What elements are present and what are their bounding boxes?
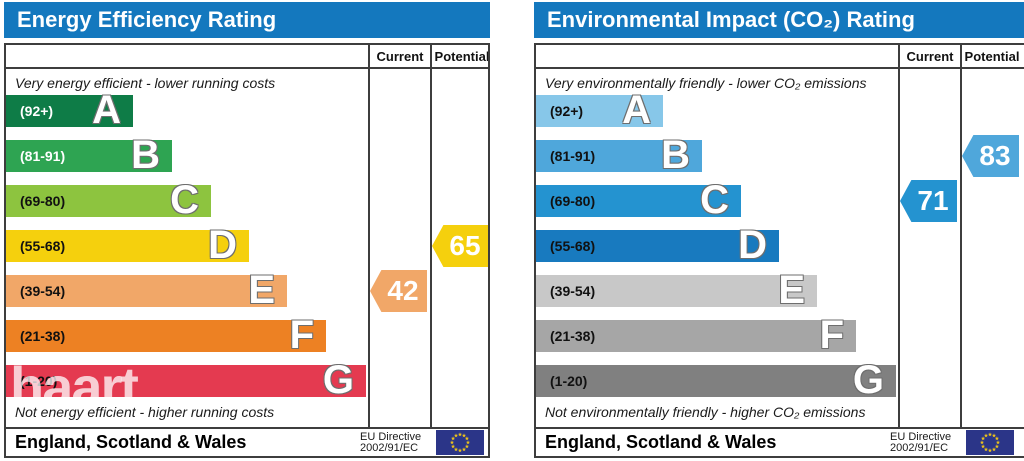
region-label: England, Scotland & Wales xyxy=(545,432,777,452)
band-range: (69-80) xyxy=(550,193,596,209)
current-column-divider xyxy=(898,45,900,427)
potential-column-divider xyxy=(960,45,962,427)
band-d: (55-68) D xyxy=(6,223,249,267)
band-letter: G xyxy=(322,358,354,402)
bottom-caption: Not energy efficient - higher running co… xyxy=(15,404,275,420)
band-letter: C xyxy=(170,178,199,222)
energy-rating-grid: Current Potential Very energy efficient … xyxy=(6,45,488,427)
band-range: (1-20) xyxy=(550,373,588,389)
band-c: (69-80) C xyxy=(6,178,211,222)
current-column-divider xyxy=(368,45,370,427)
band-letter: F xyxy=(819,313,844,357)
eu-directive-label: EU Directive 2002/91/EC xyxy=(890,432,951,454)
potential-rating-value: 83 xyxy=(979,140,1011,171)
band-range: (92+) xyxy=(550,103,584,119)
potential-column-header: Potential xyxy=(434,49,488,64)
potential-column-header: Potential xyxy=(964,49,1020,64)
bottom-caption: Not environmentally friendly - higher CO… xyxy=(545,404,866,420)
current-rating-value: 42 xyxy=(387,275,419,306)
eu-directive-label: EU Directive 2002/91/EC xyxy=(360,432,421,454)
band-a: (92+) A xyxy=(536,88,663,132)
band-letter: D xyxy=(208,223,237,267)
eu-directive-line1: EU Directive xyxy=(890,431,952,443)
band-g: (1-20) G xyxy=(536,358,896,402)
band-letter: B xyxy=(661,133,690,177)
band-f: (21-38) F xyxy=(536,313,856,357)
region-label: England, Scotland & Wales xyxy=(15,432,247,452)
band-f: (21-38) F xyxy=(6,313,326,357)
band-range: (92+) xyxy=(20,103,54,119)
band-c: (69-80) C xyxy=(536,178,741,222)
band-range: (39-54) xyxy=(550,283,596,299)
env-panel-title-bar: Environmental Impact (CO₂) Rating xyxy=(534,2,1024,38)
band-range: (21-38) xyxy=(550,328,596,344)
current-column-header: Current xyxy=(376,49,424,64)
band-range: (81-91) xyxy=(550,148,596,164)
band-e: (39-54) E xyxy=(6,268,287,312)
energy-panel-title: Energy Efficiency Rating xyxy=(17,7,277,32)
band-letter: A xyxy=(92,88,121,132)
energy-efficiency-panel: Energy Efficiency Rating Current Potenti… xyxy=(4,2,490,458)
header-rule xyxy=(536,67,1024,69)
band-letter: G xyxy=(852,358,884,402)
band-letter: E xyxy=(248,268,275,312)
band-range: (21-38) xyxy=(20,328,66,344)
band-range: (55-68) xyxy=(20,238,66,254)
band-range: (39-54) xyxy=(20,283,66,299)
environmental-impact-panel: Environmental Impact (CO₂) Rating Curren… xyxy=(534,2,1024,458)
band-g: (1-20) G xyxy=(6,358,366,402)
eu-flag-icon xyxy=(966,430,1014,455)
potential-column-divider xyxy=(430,45,432,427)
eu-directive-line2: 2002/91/EC xyxy=(360,442,419,454)
current-column-header: Current xyxy=(906,49,954,64)
band-b: (81-91) B xyxy=(536,133,702,177)
band-range: (1-20) xyxy=(20,373,58,389)
band-letter: C xyxy=(700,178,729,222)
eu-directive-line1: EU Directive xyxy=(360,431,422,443)
band-d: (55-68) D xyxy=(536,223,779,267)
current-rating-badge: 42 xyxy=(370,270,427,312)
band-letter: B xyxy=(131,133,160,177)
env-rating-grid: Current Potential Very environmentally f… xyxy=(536,45,1024,427)
table-footer: England, Scotland & Wales EU Directive 2… xyxy=(6,427,488,456)
band-e: (39-54) E xyxy=(536,268,817,312)
table-footer: England, Scotland & Wales EU Directive 2… xyxy=(536,427,1024,456)
current-rating-value: 71 xyxy=(917,185,949,216)
energy-rating-table: Current Potential Very energy efficient … xyxy=(4,43,490,458)
band-range: (55-68) xyxy=(550,238,596,254)
env-panel-title: Environmental Impact (CO₂) Rating xyxy=(547,7,915,32)
eu-flag-icon xyxy=(436,430,484,455)
band-b: (81-91) B xyxy=(6,133,172,177)
header-rule xyxy=(6,67,488,69)
potential-rating-badge: 83 xyxy=(962,135,1019,177)
band-letter: E xyxy=(778,268,805,312)
potential-rating-badge: 65 xyxy=(432,225,488,267)
band-a: (92+) A xyxy=(6,88,133,132)
band-letter: A xyxy=(622,88,651,132)
band-range: (81-91) xyxy=(20,148,66,164)
band-letter: D xyxy=(738,223,767,267)
energy-panel-title-bar: Energy Efficiency Rating xyxy=(4,2,490,38)
eu-directive-line2: 2002/91/EC xyxy=(890,442,949,454)
current-rating-badge: 71 xyxy=(900,180,957,222)
agency-watermark: haart xyxy=(10,355,139,418)
potential-rating-value: 65 xyxy=(449,230,481,261)
top-caption: Very environmentally friendly - lower CO… xyxy=(545,75,867,91)
band-letter: F xyxy=(289,313,314,357)
top-caption: Very energy efficient - lower running co… xyxy=(15,75,276,91)
env-rating-table: Current Potential Very environmentally f… xyxy=(534,43,1024,458)
band-range: (69-80) xyxy=(20,193,66,209)
